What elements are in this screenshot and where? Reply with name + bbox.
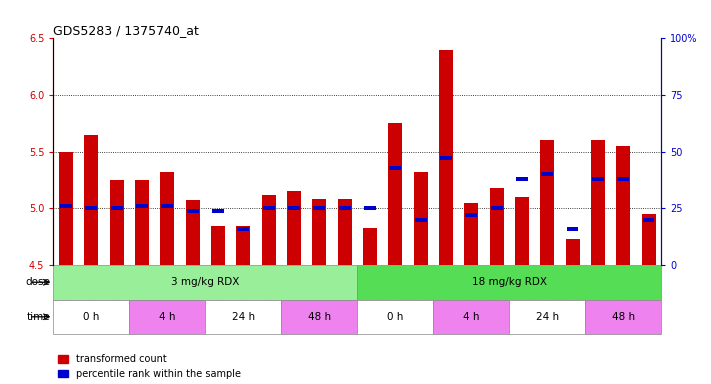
Bar	[136, 204, 148, 208]
Bar	[464, 203, 479, 265]
Text: 0 h: 0 h	[387, 312, 403, 322]
Bar	[109, 180, 124, 265]
Bar	[643, 218, 655, 222]
Bar	[585, 300, 661, 334]
Text: 18 mg/kg RDX: 18 mg/kg RDX	[472, 277, 547, 287]
Bar	[59, 152, 73, 265]
Bar	[363, 228, 377, 265]
Text: 4 h: 4 h	[159, 312, 176, 322]
Bar	[616, 146, 630, 265]
Bar	[161, 204, 173, 208]
Bar	[490, 188, 503, 265]
Bar	[641, 214, 656, 265]
Bar	[491, 206, 503, 210]
Bar	[212, 209, 224, 213]
Bar	[85, 135, 98, 265]
Text: 3 mg/kg RDX: 3 mg/kg RDX	[171, 277, 240, 287]
Bar	[60, 204, 72, 208]
Bar	[390, 166, 401, 169]
Bar	[338, 199, 351, 265]
Bar	[314, 206, 325, 210]
Bar	[617, 177, 629, 181]
Bar	[111, 206, 122, 210]
Bar	[439, 50, 453, 265]
Bar	[205, 300, 282, 334]
Bar	[516, 177, 528, 181]
Bar	[414, 172, 427, 265]
Bar	[161, 172, 174, 265]
Text: time: time	[26, 312, 50, 322]
Bar	[364, 206, 376, 210]
Bar	[357, 300, 433, 334]
Text: 48 h: 48 h	[611, 312, 635, 322]
Bar	[282, 300, 357, 334]
Text: 24 h: 24 h	[535, 312, 559, 322]
Text: 24 h: 24 h	[232, 312, 255, 322]
Bar	[591, 141, 605, 265]
Bar	[509, 300, 585, 334]
Bar	[415, 218, 427, 222]
Bar	[540, 141, 554, 265]
Legend: transformed count, percentile rank within the sample: transformed count, percentile rank withi…	[58, 354, 241, 379]
Bar	[186, 200, 200, 265]
Bar	[237, 227, 250, 231]
Bar	[440, 157, 452, 161]
Bar	[433, 300, 509, 334]
Bar	[357, 265, 661, 300]
Text: dose: dose	[26, 277, 50, 287]
Bar	[338, 206, 351, 210]
Text: 0 h: 0 h	[83, 312, 100, 322]
Bar	[541, 172, 553, 176]
Bar	[566, 239, 579, 265]
Bar	[592, 177, 604, 181]
Bar	[53, 300, 129, 334]
Bar	[53, 265, 357, 300]
Bar	[288, 206, 300, 210]
Bar	[287, 191, 301, 265]
Bar	[465, 213, 477, 217]
Bar	[211, 227, 225, 265]
Bar	[515, 197, 529, 265]
Bar	[388, 123, 402, 265]
Bar	[85, 206, 97, 210]
Text: GDS5283 / 1375740_at: GDS5283 / 1375740_at	[53, 24, 199, 37]
Bar	[135, 180, 149, 265]
Bar	[262, 206, 274, 210]
Text: 4 h: 4 h	[463, 312, 479, 322]
Bar	[129, 300, 205, 334]
Bar	[187, 209, 198, 213]
Bar	[567, 227, 579, 231]
Bar	[262, 195, 276, 265]
Bar	[236, 227, 250, 265]
Text: 48 h: 48 h	[308, 312, 331, 322]
Bar	[312, 199, 326, 265]
